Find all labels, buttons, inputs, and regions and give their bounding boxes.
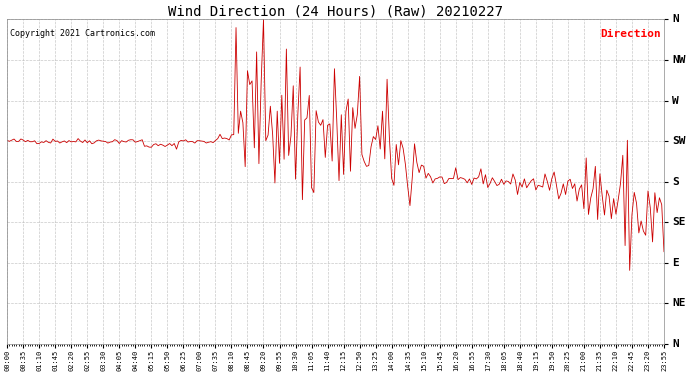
Text: Direction: Direction <box>600 29 661 39</box>
Text: Copyright 2021 Cartronics.com: Copyright 2021 Cartronics.com <box>10 29 155 38</box>
Title: Wind Direction (24 Hours) (Raw) 20210227: Wind Direction (24 Hours) (Raw) 20210227 <box>168 4 503 18</box>
